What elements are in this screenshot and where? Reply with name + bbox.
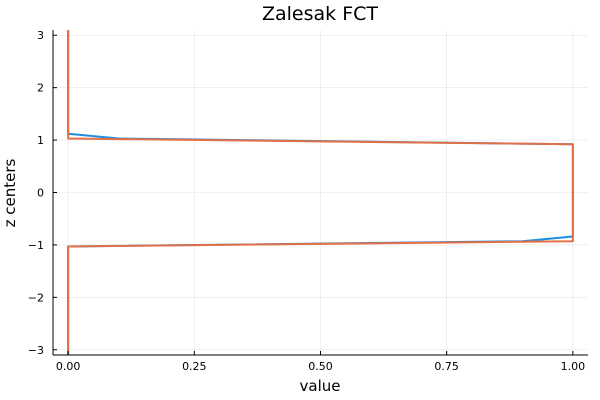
y-tick-label: 2 [37,82,44,95]
chart-title: Zalesak FCT [262,3,378,25]
y-tick-label: 3 [37,29,44,42]
grid [53,30,588,355]
y-axis-label: z centers [1,158,19,227]
y-tick-label: 0 [37,187,44,200]
x-tick-label: 0.00 [56,360,81,373]
x-axis-label: value [300,377,341,395]
series-line-2 [67,30,574,355]
x-tick-label: 0.75 [434,360,459,373]
series-lines [67,30,574,355]
y-tick-label: −2 [28,291,44,304]
y-tick-label: −1 [28,239,44,252]
x-tick-label: 0.25 [182,360,207,373]
x-tick-label: 1.00 [561,360,586,373]
y-tick-label: −3 [28,344,44,357]
ticks: 0.00 0.25 0.50 0.75 1.00 −3 −2 −1 0 1 2 3 [28,29,585,373]
x-tick-label: 0.50 [308,360,333,373]
y-tick-label: 1 [37,134,44,147]
